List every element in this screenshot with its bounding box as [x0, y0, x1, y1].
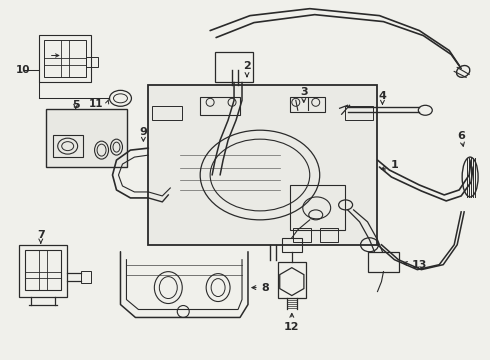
Bar	[294, 130, 314, 138]
Text: 10: 10	[16, 66, 30, 76]
Bar	[368, 252, 399, 272]
Bar	[19, 245, 67, 297]
Bar	[148, 85, 377, 245]
Text: 7: 7	[37, 230, 45, 240]
Text: 13: 13	[412, 260, 427, 270]
Bar	[293, 228, 311, 242]
Bar	[152, 106, 182, 120]
Text: 11: 11	[88, 99, 103, 109]
Bar	[200, 97, 240, 115]
Text: 6: 6	[457, 131, 465, 141]
Text: 9: 9	[140, 127, 147, 137]
Text: 8: 8	[261, 283, 269, 293]
Bar	[39, 35, 91, 82]
Bar	[288, 110, 319, 132]
Bar	[81, 271, 91, 283]
Text: 12: 12	[284, 323, 299, 332]
Bar	[46, 109, 127, 167]
Bar	[319, 228, 338, 242]
Bar	[44, 40, 86, 77]
Bar	[25, 250, 61, 289]
Bar	[53, 135, 83, 157]
Bar	[282, 238, 302, 252]
Text: 2: 2	[243, 62, 251, 71]
Bar	[290, 97, 325, 112]
Bar	[344, 106, 372, 120]
Text: 4: 4	[379, 91, 387, 101]
Bar	[278, 262, 306, 298]
Bar	[86, 58, 98, 67]
Text: 5: 5	[72, 100, 79, 110]
Text: 1: 1	[391, 160, 398, 170]
Bar	[290, 185, 344, 230]
Bar	[215, 53, 253, 82]
Text: 3: 3	[300, 87, 308, 97]
